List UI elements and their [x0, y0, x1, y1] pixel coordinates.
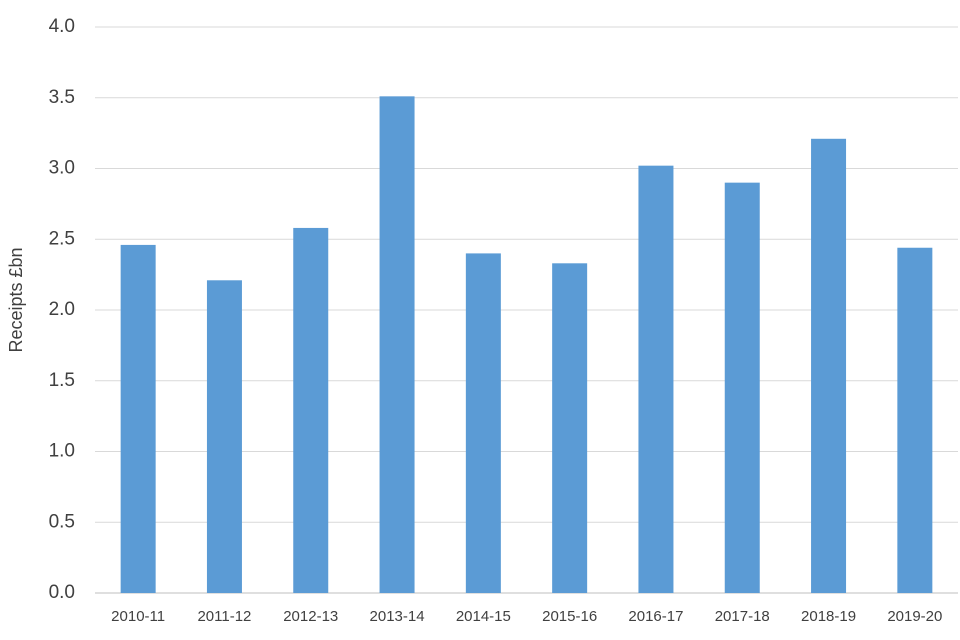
y-axis-label: Receipts £bn [6, 247, 26, 352]
y-tick-label: 2.0 [49, 299, 75, 320]
bar [897, 247, 933, 594]
y-tick-label: 0.5 [49, 511, 75, 532]
x-tick-label: 2013-14 [370, 608, 425, 625]
x-tick-label: 2019-20 [887, 608, 942, 625]
bar [465, 253, 501, 593]
x-tick-label: 2011-12 [197, 608, 251, 625]
bar [379, 96, 415, 594]
y-tick-label: 3.0 [49, 158, 75, 179]
x-tick-label: 2014-15 [456, 608, 511, 625]
bar [120, 244, 156, 593]
y-tick-label: 4.0 [49, 16, 75, 37]
x-tick-label: 2016-17 [628, 608, 683, 625]
x-tick-label: 2017-18 [715, 608, 770, 625]
bar [206, 280, 242, 593]
y-tick-label: 3.5 [49, 87, 75, 108]
x-tick-label: 2012-13 [283, 608, 338, 625]
bar [552, 263, 588, 593]
x-tick-label: 2010-11 [111, 608, 165, 625]
y-tick-label: 1.5 [49, 370, 75, 391]
bar [293, 227, 329, 593]
bar [724, 182, 760, 593]
bar [638, 165, 674, 594]
y-tick-label: 2.5 [49, 228, 75, 249]
x-tick-label: 2015-16 [542, 608, 597, 625]
y-tick-label: 1.0 [49, 441, 75, 462]
bar [811, 138, 847, 593]
y-tick-label: 0.0 [49, 582, 75, 603]
x-tick-label: 2018-19 [801, 608, 856, 625]
